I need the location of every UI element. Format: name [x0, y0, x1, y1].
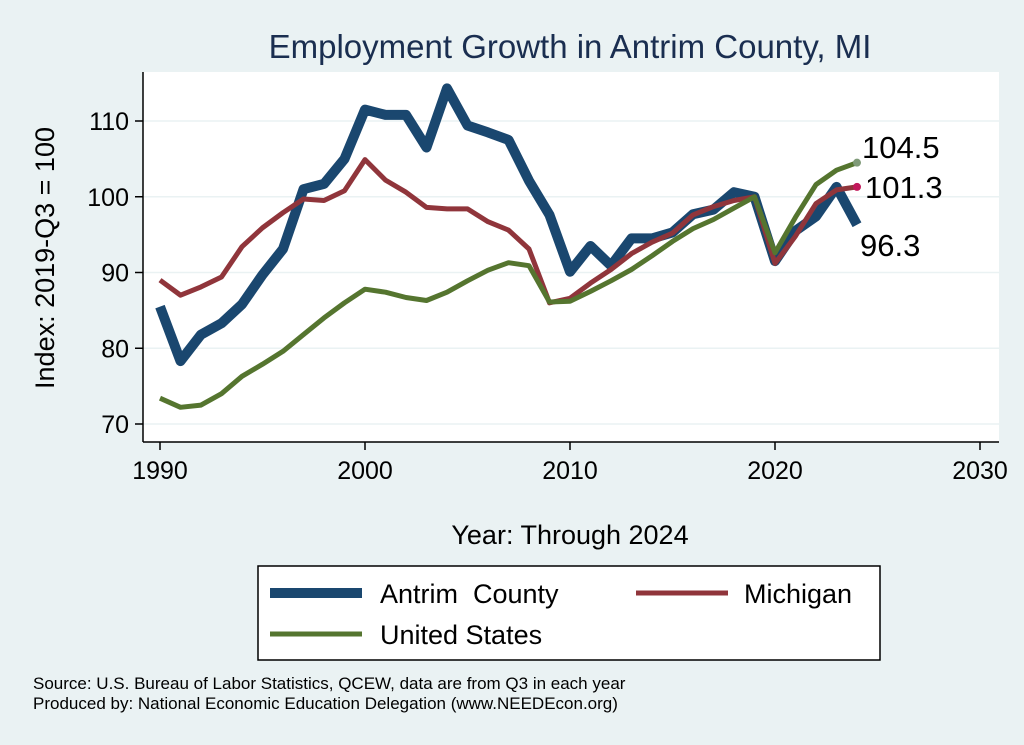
- series-lines: [155, 83, 862, 410]
- legend-label: Antrim County: [380, 579, 559, 609]
- series-line-antrim-county: [155, 83, 862, 367]
- plot-area: [143, 72, 999, 442]
- series-line-michigan: [158, 157, 858, 306]
- y-tick-label: 90: [101, 260, 129, 288]
- source-note: Source: U.S. Bureau of Labor Statistics,…: [33, 674, 626, 693]
- end-label: 96.3: [860, 228, 920, 263]
- y-tick-label: 100: [87, 184, 129, 212]
- end-label: 104.5: [862, 130, 940, 165]
- legend-label: Michigan: [744, 579, 852, 609]
- x-tick-label: 2020: [747, 457, 803, 485]
- end-marker: [853, 158, 861, 167]
- legend-label: United States: [380, 620, 542, 650]
- y-axis-title: Index: 2019-Q3 = 100: [30, 127, 60, 389]
- end-labels: 96.3 101.3 104.5: [860, 130, 943, 263]
- series-line-united-states: [158, 160, 858, 410]
- end-marker: [853, 182, 861, 191]
- y-tick-label: 80: [101, 335, 129, 363]
- x-tick-label: 2000: [337, 457, 393, 485]
- producer-note: Produced by: National Economic Education…: [33, 694, 618, 713]
- y-tick-label: 110: [89, 108, 129, 136]
- axes: 70 80 90 100 110 1990 2000 2010 2020 2030: [87, 72, 1008, 485]
- end-label: 101.3: [865, 170, 943, 205]
- x-tick-label: 1990: [132, 457, 188, 485]
- legend-box: [257, 565, 881, 661]
- x-tick-label: 2030: [952, 457, 1008, 485]
- chart-title: Employment Growth in Antrim County, MI: [269, 28, 872, 65]
- x-tick-label: 2010: [542, 457, 598, 485]
- x-axis-title: Year: Through 2024: [451, 520, 688, 550]
- y-tick-label: 70: [101, 411, 129, 439]
- legend: Antrim County Michigan United States: [270, 579, 852, 650]
